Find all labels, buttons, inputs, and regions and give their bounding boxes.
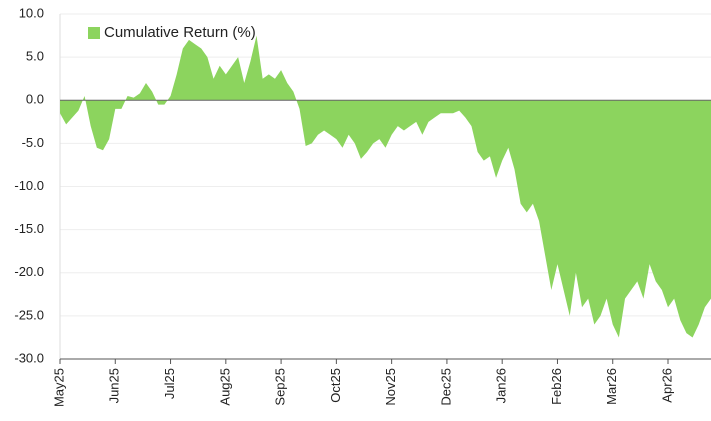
- y-tick-label: 5.0: [26, 49, 44, 64]
- x-tick-label: Dec25: [438, 368, 453, 406]
- x-tick-label: Jun25: [107, 368, 122, 403]
- y-tick-label: 0.0: [26, 92, 44, 107]
- x-tick-label: Jan26: [494, 368, 509, 403]
- x-tick-label: Aug25: [217, 368, 232, 406]
- y-tick-label: -15.0: [14, 221, 44, 236]
- legend-label: Cumulative Return (%): [104, 24, 256, 41]
- x-tick-label: Sep25: [273, 368, 288, 406]
- legend-swatch: [88, 27, 100, 39]
- x-tick-label: Jul25: [162, 368, 177, 399]
- y-tick-label: -5.0: [22, 135, 44, 150]
- y-tick-label: 10.0: [19, 5, 44, 20]
- y-tick-label: -20.0: [14, 264, 44, 279]
- y-tick-label: -30.0: [14, 350, 44, 365]
- x-tick-label: Mar26: [604, 368, 619, 405]
- area: [60, 35, 711, 338]
- x-tick-label: Nov25: [383, 368, 398, 406]
- y-tick-label: -25.0: [14, 307, 44, 322]
- y-tick-label: -10.0: [14, 178, 44, 193]
- x-tick-label: Oct25: [328, 368, 343, 403]
- x-tick-label: Feb26: [549, 368, 564, 405]
- x-tick-label: Apr26: [659, 368, 674, 403]
- x-tick-label: May25: [51, 368, 66, 407]
